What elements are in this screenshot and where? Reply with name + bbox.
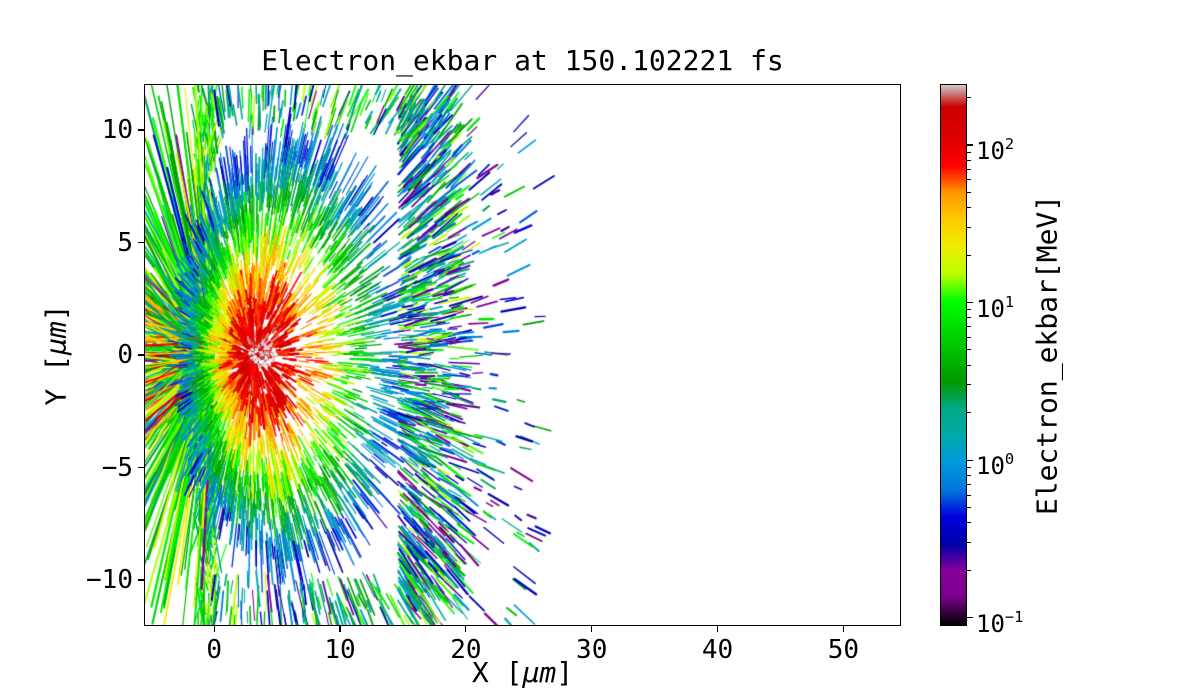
colorbar-minor-tick-mark bbox=[967, 151, 971, 153]
colorbar-tick-mark bbox=[967, 301, 973, 304]
x-axis-label: X [μm] bbox=[145, 656, 900, 690]
y-tick-mark bbox=[138, 354, 144, 356]
x-tick-mark bbox=[842, 626, 844, 632]
colorbar-tick-exponent: 0 bbox=[1004, 450, 1015, 469]
x-tick-label: 0 bbox=[206, 635, 223, 665]
colorbar-minor-tick-mark bbox=[967, 326, 971, 328]
colorbar-tick-mark bbox=[967, 459, 973, 461]
colorbar-minor-tick-mark bbox=[967, 168, 971, 170]
y-axis-label-prefix: Y [ bbox=[39, 355, 73, 406]
x-axis-label-suffix: ] bbox=[556, 656, 574, 689]
y-tick-label: 0 bbox=[117, 340, 133, 370]
colorbar-minor-tick-mark bbox=[967, 226, 971, 228]
colorbar-minor-tick-mark bbox=[967, 96, 971, 98]
y-tick-label: −5 bbox=[101, 452, 133, 483]
colorbar-minor-tick-mark bbox=[967, 317, 971, 319]
colorbar-tick-exponent: 2 bbox=[1004, 135, 1015, 154]
colorbar-tick-base: 10 bbox=[976, 136, 1005, 165]
y-tick-mark bbox=[138, 466, 144, 469]
colorbar-minor-tick-mark bbox=[967, 254, 971, 256]
x-axis-label-prefix: X [ bbox=[471, 656, 523, 689]
colorbar-tick-mark bbox=[967, 144, 973, 146]
y-axis-label-units: μm bbox=[39, 321, 73, 355]
colorbar-minor-tick-mark bbox=[967, 207, 971, 209]
colorbar-tick-label: 10−1 bbox=[976, 603, 1024, 638]
y-tick-label: −10 bbox=[86, 565, 133, 595]
colorbar-label: Electron_ekbar[MeV] bbox=[1030, 194, 1064, 516]
colorbar-tick-label: 101 bbox=[976, 288, 1015, 323]
chart-title: Electron_ekbar at 150.102221 fs bbox=[261, 44, 784, 77]
x-tick-mark bbox=[465, 626, 467, 632]
colorbar-minor-tick-mark bbox=[967, 484, 971, 486]
colorbar-minor-tick-mark bbox=[967, 179, 971, 181]
colorbar-tick-base: 10 bbox=[976, 452, 1005, 481]
colorbar-minor-tick-mark bbox=[967, 364, 971, 366]
colorbar-minor-tick-mark bbox=[967, 191, 971, 193]
x-tick-label: 50 bbox=[827, 635, 860, 665]
colorbar-minor-tick-mark bbox=[967, 494, 971, 496]
colorbar-minor-tick-mark bbox=[967, 569, 971, 571]
colorbar-minor-tick-mark bbox=[967, 466, 971, 468]
colorbar-tick-mark bbox=[967, 617, 973, 619]
x-tick-mark bbox=[213, 626, 215, 632]
colorbar-tick-exponent: −1 bbox=[1004, 608, 1024, 627]
x-tick-mark bbox=[591, 626, 593, 632]
colorbar-minor-tick-mark bbox=[967, 309, 971, 311]
colorbar-tick-base: 10 bbox=[976, 609, 1005, 638]
colorbar-tick-exponent: 1 bbox=[1004, 292, 1015, 311]
y-tick-mark bbox=[138, 579, 144, 581]
colorbar-minor-tick-mark bbox=[967, 412, 971, 414]
y-tick-label: 10 bbox=[101, 115, 133, 145]
colorbar-minor-tick-mark bbox=[967, 384, 971, 386]
x-tick-mark bbox=[716, 626, 719, 632]
colorbar-gradient bbox=[941, 85, 966, 625]
colorbar-minor-tick-mark bbox=[967, 542, 971, 544]
x-tick-label: 30 bbox=[576, 635, 608, 665]
colorbar-minor-tick-mark bbox=[967, 522, 971, 524]
x-tick-label: 20 bbox=[450, 635, 482, 665]
colorbar-minor-tick-mark bbox=[967, 337, 971, 339]
x-tick-label: 40 bbox=[701, 635, 734, 665]
x-tick-mark bbox=[339, 626, 341, 632]
colorbar-minor-tick-mark bbox=[967, 507, 971, 509]
heatmap-canvas bbox=[145, 85, 900, 625]
colorbar-tick-label: 100 bbox=[976, 445, 1015, 480]
colorbar-minor-tick-mark bbox=[967, 474, 971, 476]
colorbar-minor-tick-mark bbox=[967, 349, 971, 351]
y-tick-mark bbox=[138, 129, 144, 131]
y-axis-label-suffix: ] bbox=[39, 304, 73, 322]
y-tick-mark bbox=[138, 241, 144, 244]
colorbar-minor-tick-mark bbox=[967, 159, 971, 161]
x-tick-label: 10 bbox=[324, 635, 356, 665]
colorbar-tick-base: 10 bbox=[976, 294, 1005, 323]
y-tick-label: 5 bbox=[117, 227, 133, 258]
colorbar-tick-label: 102 bbox=[976, 130, 1015, 165]
y-axis-label: Y [μm] bbox=[40, 304, 73, 405]
x-axis-label-units: μm bbox=[522, 656, 557, 689]
